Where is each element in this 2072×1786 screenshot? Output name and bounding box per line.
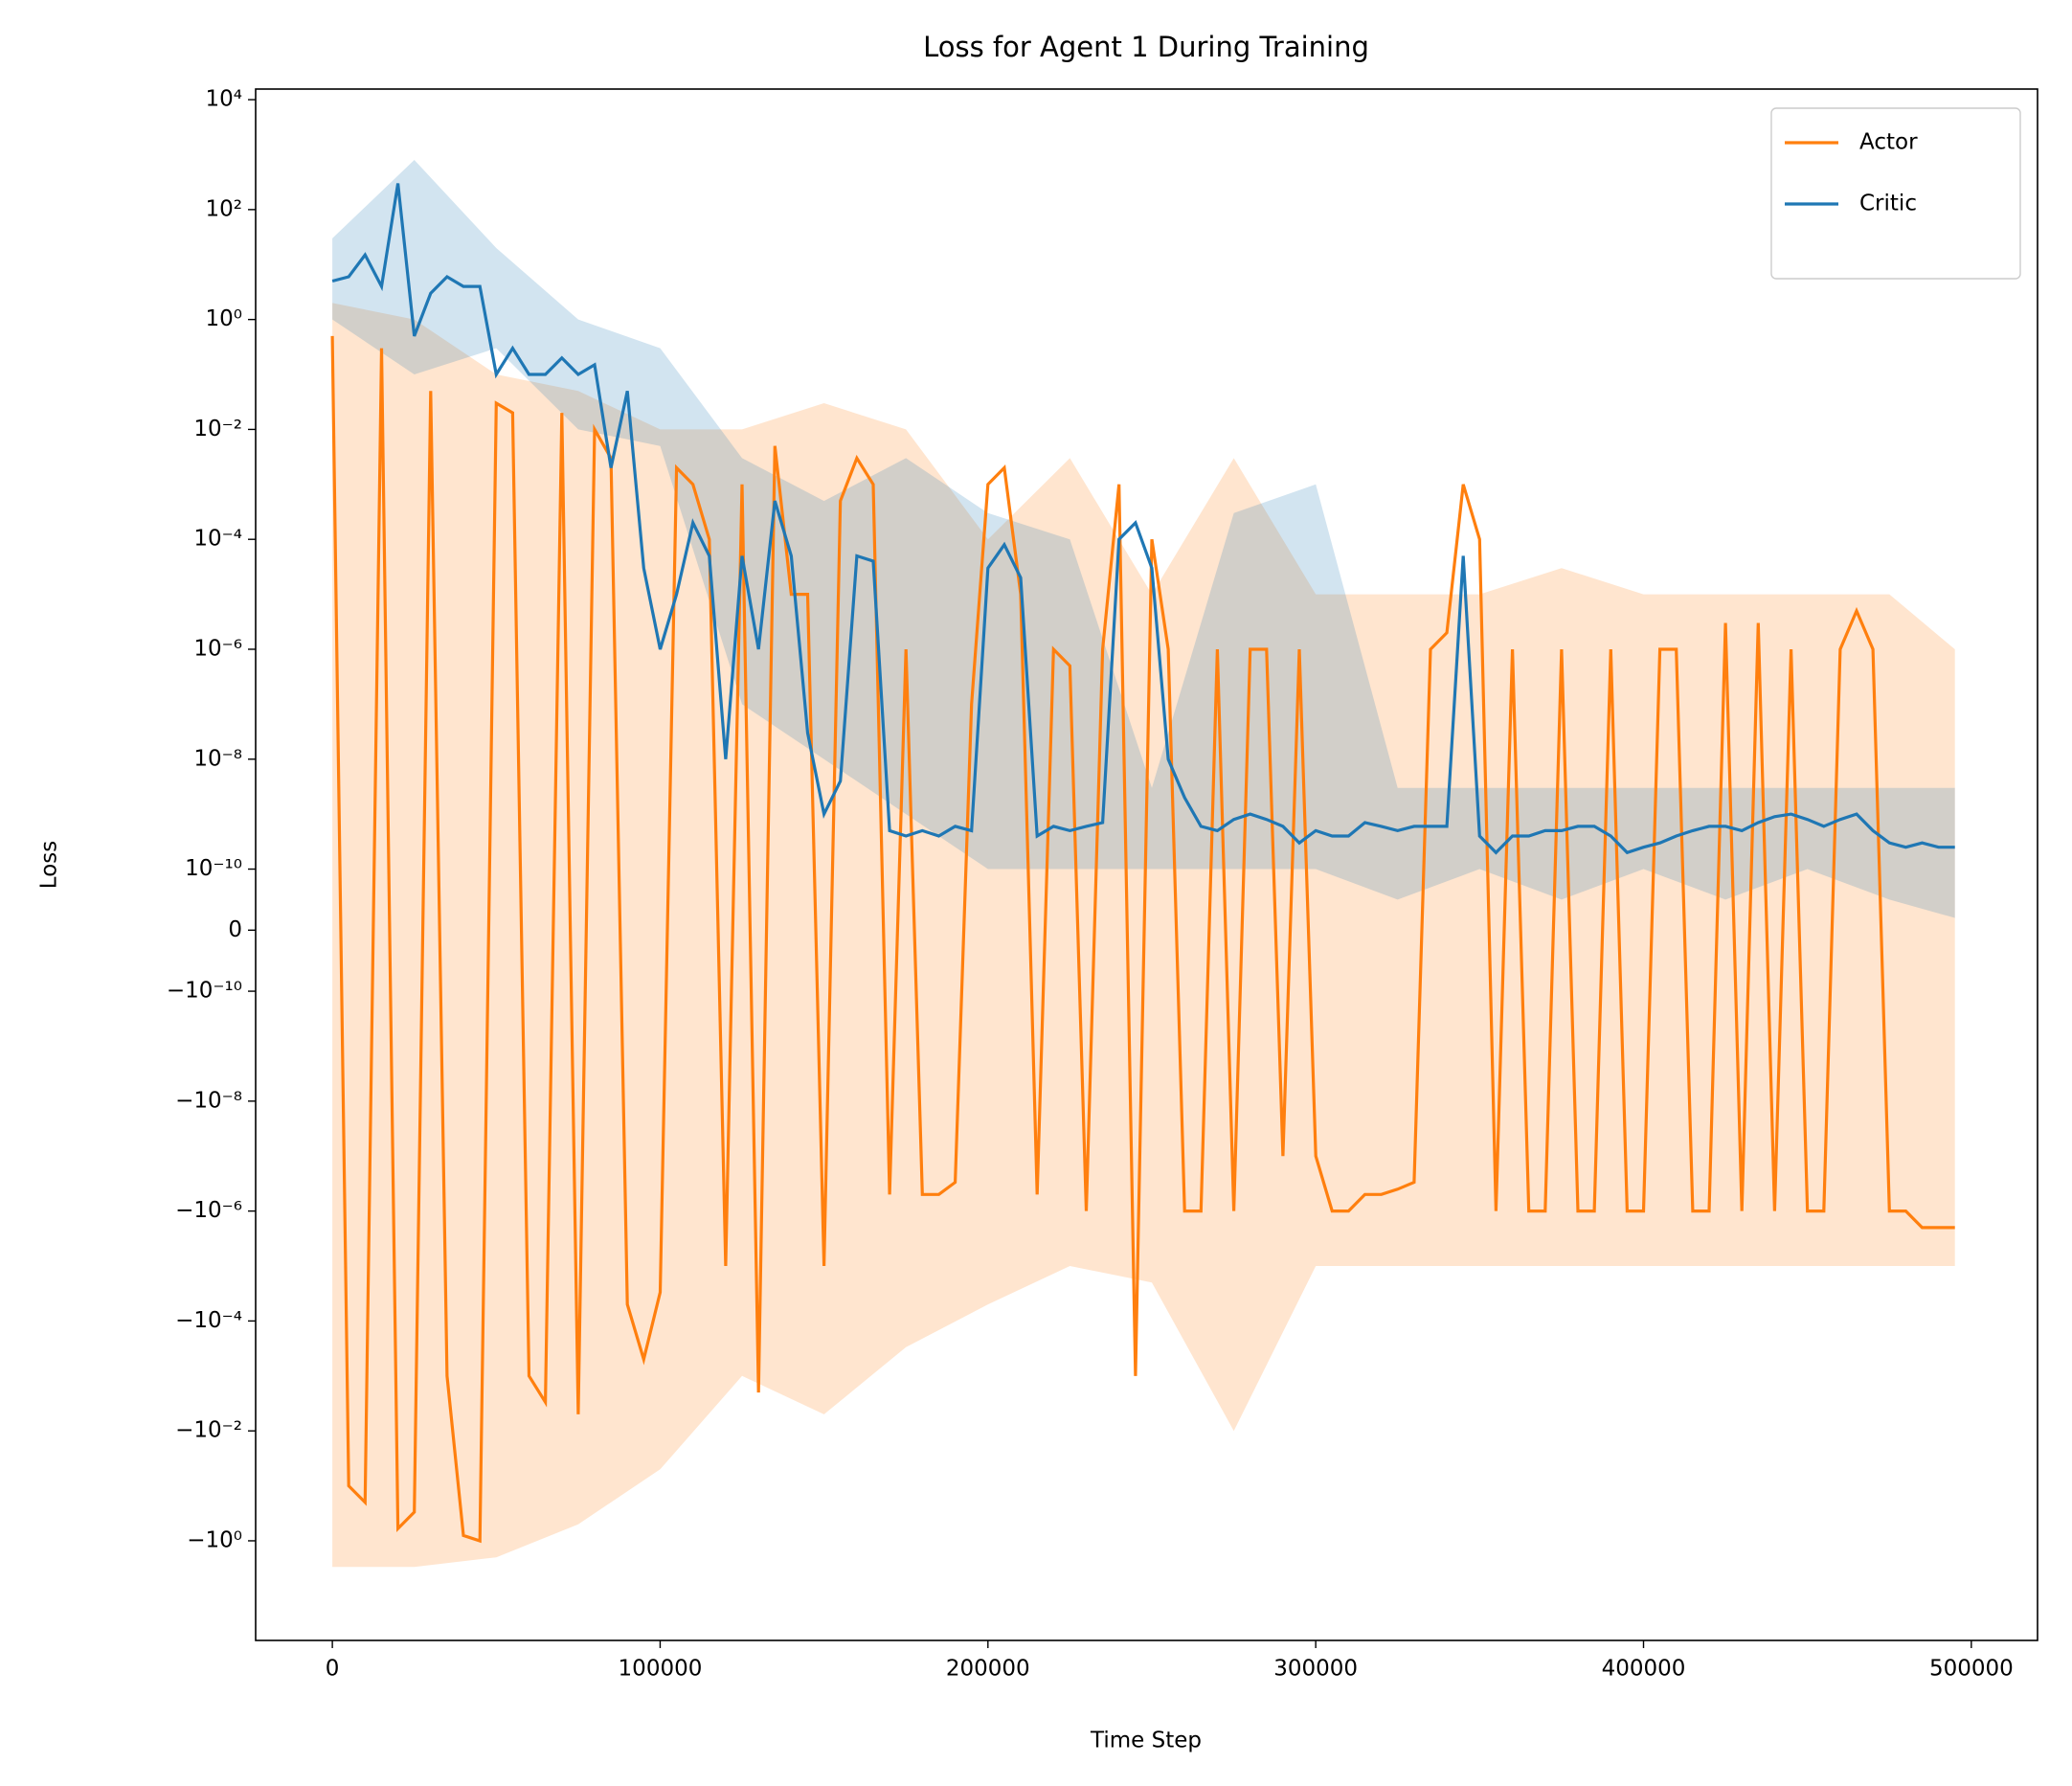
y-tick-label: −10⁻⁸ bbox=[175, 1088, 242, 1113]
y-tick-label: 10⁻⁸ bbox=[193, 746, 242, 771]
y-tick-label: −10⁰ bbox=[187, 1527, 242, 1552]
legend-label: Actor bbox=[1859, 130, 1918, 155]
y-axis-label: Loss bbox=[37, 841, 62, 889]
chart-title: Loss for Agent 1 During Training bbox=[923, 31, 1369, 63]
y-tick-label: 10⁻⁴ bbox=[193, 527, 242, 552]
x-tick-label: 0 bbox=[326, 1657, 340, 1682]
y-tick-label: −10⁻² bbox=[175, 1418, 242, 1443]
plot-frame bbox=[255, 88, 2038, 1641]
y-tick-label: 10² bbox=[206, 196, 243, 221]
legend-box bbox=[1770, 107, 2021, 280]
y-tick-label: 10⁻⁶ bbox=[193, 636, 242, 661]
x-tick-label: 500000 bbox=[1929, 1657, 2014, 1682]
y-tick-label: −10⁻¹⁰ bbox=[167, 979, 242, 1004]
y-tick-label: 10⁻² bbox=[193, 417, 242, 441]
y-tick-label: 0 bbox=[228, 917, 242, 942]
x-tick-label: 100000 bbox=[619, 1657, 703, 1682]
band bbox=[332, 160, 1955, 918]
x-tick-label: 300000 bbox=[1273, 1657, 1358, 1682]
x-axis-label: Time Step bbox=[1090, 1729, 1202, 1753]
y-tick-label: 10⁰ bbox=[206, 306, 243, 331]
line bbox=[330, 335, 1955, 1544]
y-tick-label: 10⁻¹⁰ bbox=[185, 856, 242, 881]
y-tick-label: 10⁴ bbox=[206, 87, 243, 112]
x-tick-label: 200000 bbox=[946, 1657, 1030, 1682]
legend-label: Critic bbox=[1859, 192, 1917, 216]
y-tick-label: −10⁻⁶ bbox=[175, 1198, 242, 1223]
line bbox=[331, 183, 1955, 855]
x-tick-label: 400000 bbox=[1602, 1657, 1686, 1682]
y-tick-label: −10⁻⁴ bbox=[175, 1308, 242, 1333]
